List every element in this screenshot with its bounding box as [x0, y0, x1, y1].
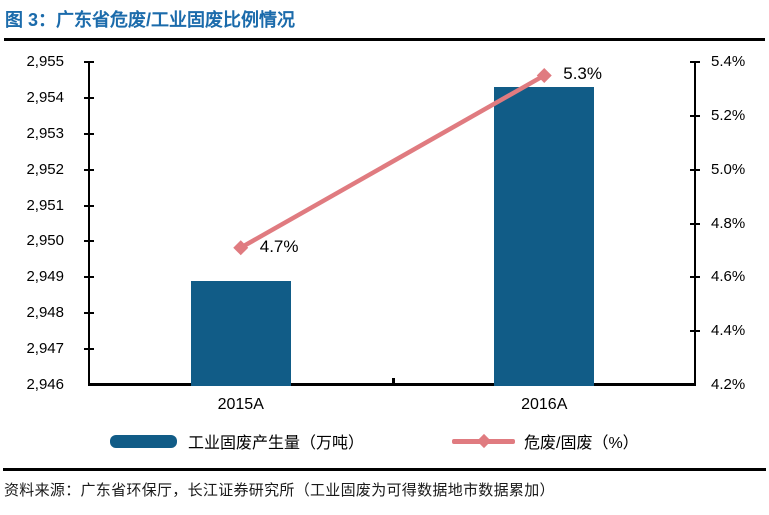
line-series-swatch-icon: [452, 433, 515, 449]
source-note: 资料来源：广东省环保厅，长江证券研究所（工业固废为可得数据地市数据累加）: [4, 482, 555, 499]
right-axis-tick: [690, 330, 700, 333]
left-axis-tick-label: 2,950: [26, 232, 64, 250]
x-axis-tick: [391, 378, 395, 385]
right-axis-tick: [690, 168, 700, 171]
left-axis-tick: [84, 132, 94, 135]
footer-divider: [3, 468, 766, 471]
left-axis-tick-label: 2,954: [26, 88, 64, 106]
right-axis-tick-label: 4.2%: [711, 376, 746, 393]
left-axis-tick-label: 2,951: [26, 196, 64, 214]
line-point-label: 5.3%: [563, 64, 602, 84]
left-axis-tick-label: 2,948: [26, 304, 64, 322]
right-axis-tick: [690, 61, 700, 63]
left-axis-tick: [84, 168, 94, 171]
x-axis-category-label: 2016A: [521, 396, 568, 413]
bar-series-label: 工业固废产生量（万吨）: [188, 435, 365, 452]
line-series-label: 危废/固废（%）: [524, 435, 639, 452]
diamond-marker-icon: [233, 240, 249, 256]
left-axis-tick-label: 2,947: [26, 340, 64, 358]
left-axis-tick: [84, 276, 94, 279]
left-axis-tick-label: 2,953: [26, 124, 64, 142]
left-axis-tick: [84, 240, 94, 243]
right-axis-tick-label: 4.6%: [711, 268, 746, 286]
legend-item-bar: 工业固废产生量（万吨）: [110, 429, 364, 453]
left-axis-tick: [84, 61, 94, 63]
figure-title: 图 3：广东省危废/工业固废比例情况: [5, 10, 296, 30]
bar-series-swatch-icon: [110, 434, 177, 448]
right-axis-tick-label: 4.8%: [711, 214, 746, 232]
right-axis-tick-label: 4.4%: [711, 322, 746, 340]
left-axis-tick-label: 2,952: [26, 160, 64, 178]
left-axis-tick: [84, 96, 94, 99]
right-axis-tick-label: 5.2%: [711, 106, 746, 124]
diamond-marker-icon: [476, 433, 491, 449]
legend: 工业固废产生量（万吨） 危废/固废（%）: [0, 429, 769, 453]
title-divider: [4, 38, 765, 41]
left-axis-tick-label: 2,955: [26, 53, 64, 70]
left-axis-tick: [84, 348, 94, 351]
left-axis-tick-label: 2,949: [26, 268, 64, 286]
line-point-label: 4.7%: [259, 236, 299, 256]
left-axis-tick: [84, 312, 94, 315]
left-axis-tick: [84, 204, 94, 207]
right-axis-tick-label: 5.0%: [711, 160, 746, 178]
diamond-marker-icon: [536, 67, 552, 83]
right-axis-tick-label: 5.4%: [711, 53, 746, 70]
right-axis-tick: [690, 276, 700, 279]
right-axis-tick: [690, 222, 700, 225]
bar-2015A: [190, 280, 291, 386]
legend-item-line: 危废/固废（%）: [452, 429, 639, 453]
left-y-axis: [88, 62, 90, 386]
left-axis-tick-label: 2,946: [26, 376, 64, 393]
x-axis-category-label: 2015A: [217, 396, 264, 413]
right-axis-tick: [690, 114, 700, 117]
bar-2016A: [494, 87, 595, 386]
